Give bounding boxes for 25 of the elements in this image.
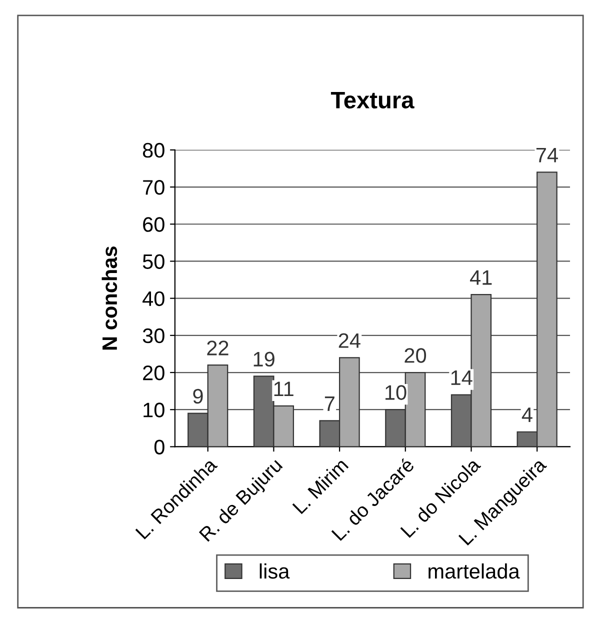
data-label: 11 <box>274 382 294 396</box>
legend-label: lisa <box>260 563 290 579</box>
data-label: 9 <box>193 388 203 404</box>
y-tick-label: 30 <box>142 328 164 344</box>
data-label: 20 <box>404 348 426 363</box>
y-tick-label: 0 <box>154 440 164 454</box>
y-tick-label: 60 <box>143 217 164 232</box>
y-axis-title: N conchas <box>102 246 118 350</box>
data-label: 4 <box>522 408 532 422</box>
y-tick-label: 50 <box>142 254 164 269</box>
data-label: 74 <box>536 148 558 162</box>
y-tick-label: 40 <box>142 291 164 306</box>
data-label: 10 <box>386 385 406 400</box>
legend-label: martelada <box>428 563 520 579</box>
chart-title: Textura <box>330 92 414 108</box>
data-label: 19 <box>254 352 274 367</box>
y-tick-label: 10 <box>144 402 164 418</box>
data-label: 24 <box>338 333 360 348</box>
data-label: 22 <box>207 340 228 356</box>
y-tick-label: 80 <box>142 142 164 158</box>
y-tick-label: 70 <box>143 180 164 195</box>
data-label: 14 <box>451 370 472 385</box>
data-label: 41 <box>470 270 492 285</box>
y-tick-label: 20 <box>143 366 164 380</box>
data-label: 7 <box>324 396 334 411</box>
